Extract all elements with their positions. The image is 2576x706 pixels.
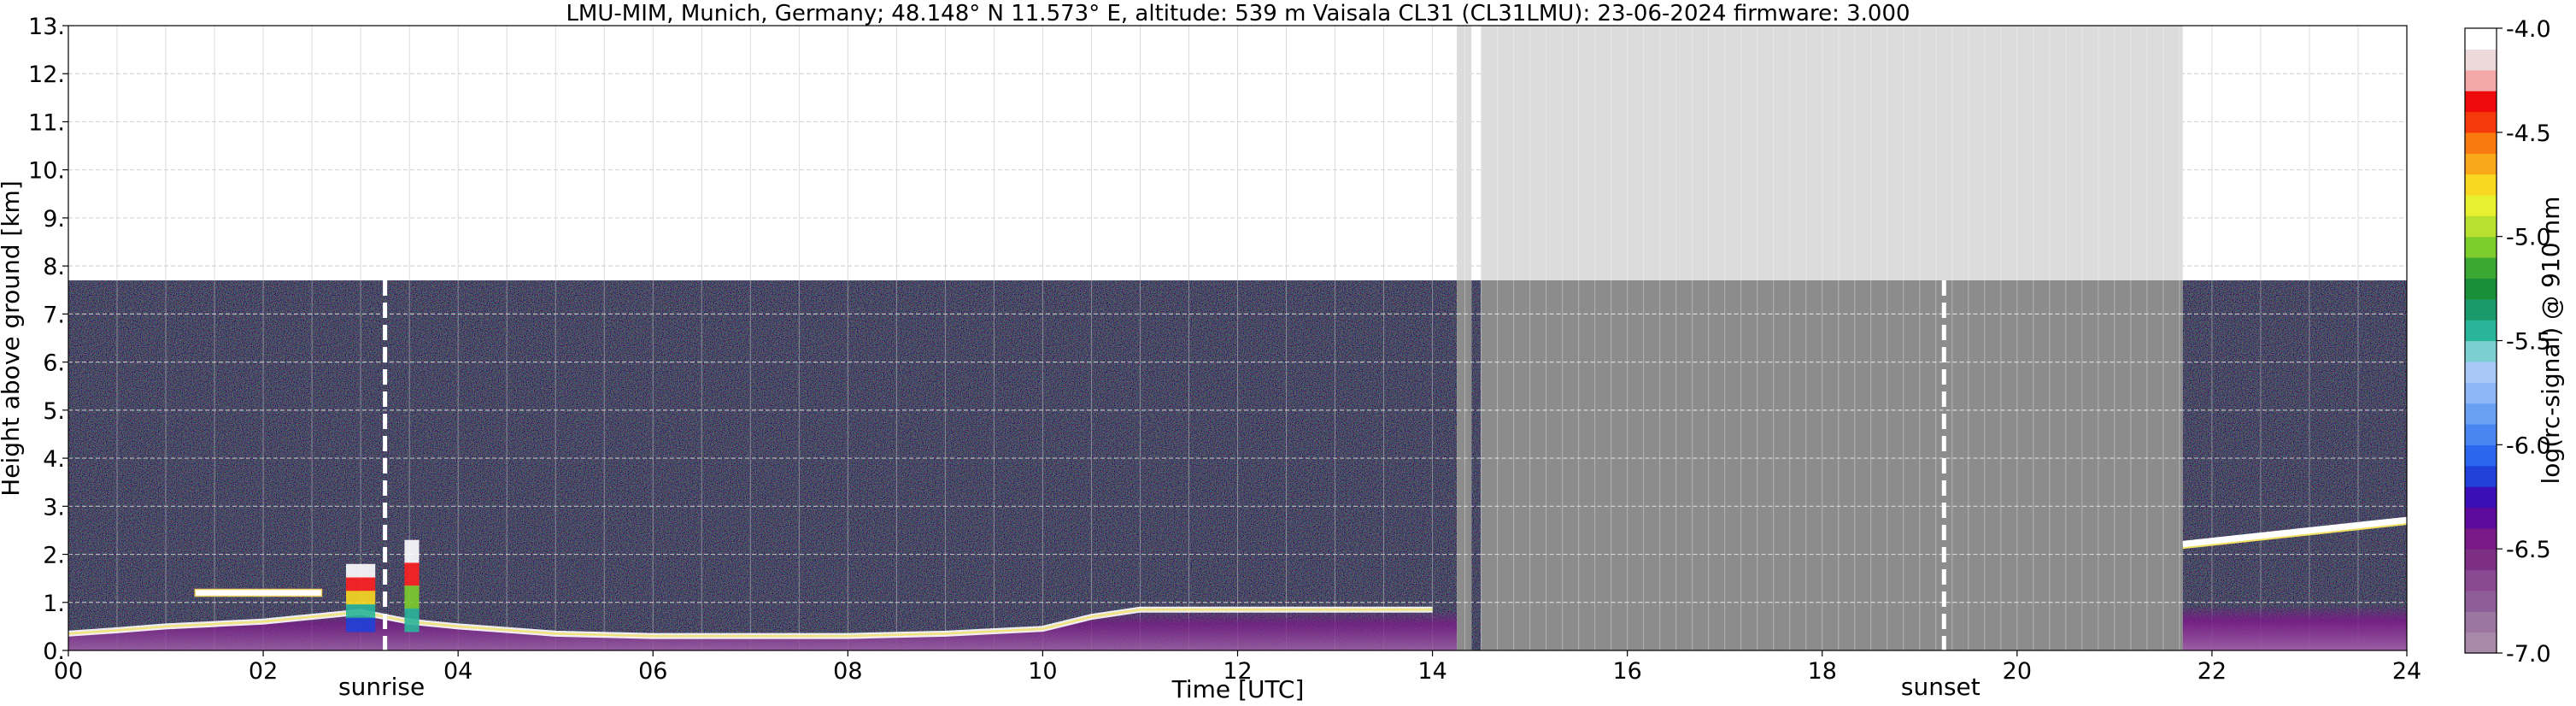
colorbar-tick-label: -6.0 — [2506, 432, 2551, 459]
x-axis-ticks: 00 02 04 06 08 10 12 14 16 18 20 22 24 — [54, 650, 2421, 685]
colorbar-label: log(rc-signal) @ 910 nm — [2537, 197, 2565, 485]
x-tick-label: 10 — [1028, 658, 1057, 685]
colorbar-segment — [2465, 298, 2497, 321]
y-tick-label: 12. — [28, 62, 65, 88]
colorbar-segment — [2465, 632, 2497, 654]
missing-data-lower — [1481, 280, 2183, 650]
colorbar-segment — [2465, 28, 2497, 50]
missing-data-overlay — [1457, 26, 2183, 650]
colorbar-segment — [2465, 444, 2497, 467]
x-tick-label: 14 — [1417, 658, 1446, 685]
colorbar-segment — [2465, 361, 2497, 383]
colorbar-segment — [2465, 423, 2497, 445]
colorbar-tick-label: -4.0 — [2506, 16, 2551, 43]
colorbar-segment — [2465, 174, 2497, 196]
boundary-layer-top-core — [67, 608, 1433, 638]
colorbar-segment — [2465, 507, 2497, 529]
colorbar-segment — [2465, 257, 2497, 279]
colorbar-segment — [2465, 111, 2497, 133]
cloud-cell — [404, 585, 420, 609]
boundary-layer-area-evening — [2182, 604, 2407, 650]
y-tick-label: 2. — [43, 543, 65, 569]
colorbar-segment — [2465, 340, 2497, 362]
colorbar-segment — [2465, 465, 2497, 487]
colorbar-segment — [2465, 153, 2497, 175]
boundary-layer-area — [68, 609, 1458, 650]
colorbar-segment — [2465, 549, 2497, 571]
x-tick-label: 12 — [1223, 658, 1252, 685]
x-tick-label: 04 — [443, 658, 472, 685]
signal-features — [67, 516, 2408, 650]
x-tick-label: 24 — [2392, 658, 2421, 685]
cloud-cell — [346, 577, 376, 592]
y-tick-label: 9. — [43, 206, 65, 232]
colorbar-segment — [2465, 527, 2497, 550]
colorbar-segment — [2465, 611, 2497, 633]
x-axis-label: Time [UTC] — [1171, 675, 1305, 703]
x-tick-label: 00 — [54, 658, 83, 685]
colorbar-segment — [2465, 215, 2497, 238]
colorbar-tick-label: -5.5 — [2506, 329, 2551, 356]
sunrise-label: sunrise — [338, 673, 425, 701]
colorbar: -7.0 -6.5 -6.0 -5.5 -5.0 -4.5 -4.0 — [2464, 16, 2551, 668]
cloud-layer-evening — [2182, 516, 2408, 549]
y-tick-label: 5. — [43, 398, 65, 425]
cloud-cell — [404, 608, 420, 632]
colorbar-segment — [2465, 132, 2497, 154]
colorbar-segment — [2465, 569, 2497, 591]
x-tick-label: 08 — [833, 658, 862, 685]
cloud-cell — [404, 562, 420, 587]
missing-data-lower — [1457, 280, 1472, 650]
colorbar-segment — [2465, 382, 2497, 404]
colorbar-segment — [2465, 278, 2497, 300]
y-tick-label: 13. — [28, 14, 65, 40]
cloud-cell — [346, 604, 376, 619]
colorbar-segment — [2465, 69, 2497, 91]
sun-markers — [383, 280, 1946, 650]
y-axis-label: Height above ground [km] — [0, 180, 25, 497]
y-tick-label: 11. — [28, 109, 65, 136]
cloud-cell — [346, 563, 376, 579]
colorbar-segment — [2465, 91, 2497, 113]
chart-title: LMU-MIM, Munich, Germany; 48.148° N 11.5… — [566, 1, 1910, 26]
y-tick-label: 8. — [43, 254, 65, 280]
x-tick-label: 16 — [1612, 658, 1641, 685]
y-tick-label: 6. — [43, 350, 65, 377]
colorbar-tick-label: -5.0 — [2506, 225, 2551, 251]
y-axis-ticks: 0. 1. 2. 3. 4. 5. 6. 7. 8. 9. 10. 11. 12. 13. — [28, 14, 68, 665]
cloud-layer-evening-edge — [2182, 523, 2408, 550]
colorbar-tick-label: -4.5 — [2506, 121, 2551, 147]
colorbar-segment — [2465, 49, 2497, 71]
cloud-cell — [346, 617, 376, 632]
x-tick-label: 18 — [1808, 658, 1837, 685]
x-tick-label: 02 — [249, 658, 278, 685]
cloud-layer — [194, 588, 323, 597]
y-tick-label: 0. — [43, 638, 65, 665]
x-tick-label: 22 — [2198, 658, 2227, 685]
x-tick-label: 20 — [2003, 658, 2032, 685]
colorbar-tick-label: -7.0 — [2506, 641, 2551, 668]
sunset-label: sunset — [1901, 673, 1980, 701]
cloud-cell — [404, 539, 420, 564]
x-tick-label: 06 — [638, 658, 667, 685]
y-tick-label: 7. — [43, 302, 65, 328]
colorbar-segment — [2465, 590, 2497, 612]
colorbar-segment — [2465, 320, 2497, 342]
colorbar-segment — [2465, 194, 2497, 216]
colorbar-segment — [2465, 403, 2497, 425]
y-tick-label: 3. — [43, 494, 65, 521]
colorbar-segment — [2465, 236, 2497, 258]
y-tick-label: 1. — [43, 591, 65, 617]
colorbar-segment — [2465, 486, 2497, 509]
cloud-cell — [346, 591, 376, 606]
y-tick-label: 4. — [43, 446, 65, 473]
colorbar-tick-label: -6.5 — [2506, 537, 2551, 563]
y-tick-label: 10. — [28, 158, 65, 185]
